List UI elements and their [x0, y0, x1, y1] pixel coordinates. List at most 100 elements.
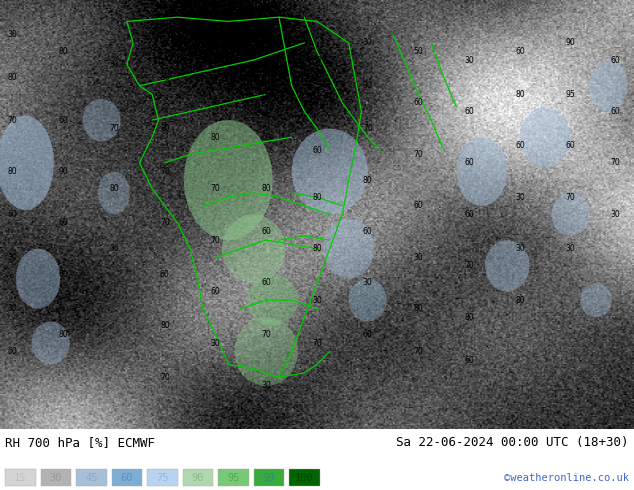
Text: 30: 30 [566, 244, 576, 253]
Text: 80: 80 [413, 304, 424, 313]
Text: 60: 60 [58, 116, 68, 124]
Text: 80: 80 [8, 73, 18, 82]
Text: 30: 30 [363, 38, 373, 48]
Text: 30: 30 [312, 295, 322, 305]
Text: 80: 80 [58, 47, 68, 56]
Text: 70: 70 [160, 373, 170, 382]
Ellipse shape [184, 120, 273, 240]
Text: 30: 30 [515, 244, 525, 253]
Text: 100: 100 [295, 473, 314, 483]
Text: 80: 80 [109, 184, 119, 193]
Ellipse shape [590, 60, 628, 112]
Text: 70: 70 [8, 116, 18, 124]
Text: 90: 90 [58, 167, 68, 176]
Text: 80: 80 [363, 175, 373, 185]
FancyBboxPatch shape [218, 469, 249, 486]
Text: 60: 60 [413, 201, 424, 210]
Text: 30: 30 [610, 210, 620, 219]
Text: 30: 30 [160, 73, 170, 82]
Text: 60: 60 [363, 227, 373, 236]
Text: 80: 80 [261, 184, 271, 193]
Text: 70: 70 [160, 167, 170, 176]
Text: 80: 80 [515, 90, 525, 99]
Text: 95: 95 [566, 90, 576, 99]
Ellipse shape [323, 219, 374, 279]
Text: 80: 80 [8, 167, 18, 176]
Text: 70: 70 [566, 193, 576, 202]
Text: 60: 60 [58, 219, 68, 227]
Text: 80: 80 [210, 133, 221, 142]
Ellipse shape [235, 318, 298, 386]
Text: 80: 80 [312, 244, 322, 253]
Text: 90: 90 [566, 38, 576, 48]
Text: 30: 30 [312, 55, 322, 65]
Text: 30: 30 [413, 253, 424, 262]
Ellipse shape [82, 98, 120, 142]
Text: 60: 60 [8, 347, 18, 356]
FancyBboxPatch shape [41, 469, 71, 486]
Text: 70: 70 [210, 184, 221, 193]
Text: 30: 30 [363, 278, 373, 288]
Text: 60: 60 [515, 141, 525, 150]
Text: 60: 60 [464, 107, 474, 116]
Text: 45: 45 [85, 473, 98, 483]
Text: 60: 60 [610, 55, 620, 65]
Text: 30: 30 [515, 193, 525, 202]
Text: 75: 75 [156, 473, 169, 483]
Text: 80: 80 [312, 193, 322, 202]
Ellipse shape [98, 172, 130, 215]
Text: 80: 80 [464, 313, 474, 322]
Text: 80: 80 [160, 321, 170, 330]
Text: 60: 60 [210, 287, 221, 296]
Text: 30: 30 [261, 47, 271, 56]
Text: 80: 80 [160, 124, 170, 133]
Text: 60: 60 [566, 141, 576, 150]
Text: 60: 60 [58, 270, 68, 279]
Text: 70: 70 [363, 124, 373, 133]
FancyBboxPatch shape [254, 469, 284, 486]
FancyBboxPatch shape [112, 469, 142, 486]
Ellipse shape [580, 283, 612, 318]
Text: 60: 60 [464, 158, 474, 168]
Text: 70: 70 [312, 339, 322, 347]
Text: 90: 90 [191, 473, 204, 483]
Ellipse shape [16, 248, 60, 309]
Ellipse shape [520, 107, 571, 167]
Text: 30: 30 [312, 98, 322, 107]
Text: 95: 95 [227, 473, 240, 483]
Text: 30: 30 [210, 339, 221, 347]
FancyBboxPatch shape [76, 469, 107, 486]
Text: ©weatheronline.co.uk: ©weatheronline.co.uk [504, 473, 629, 483]
Text: 60: 60 [8, 210, 18, 219]
Text: 70: 70 [610, 158, 620, 168]
Text: 60: 60 [610, 107, 620, 116]
Ellipse shape [32, 321, 70, 365]
Text: 60: 60 [464, 210, 474, 219]
Text: 80: 80 [261, 90, 271, 99]
Text: 70: 70 [261, 330, 271, 339]
Text: 70: 70 [413, 150, 424, 159]
Text: 70: 70 [413, 347, 424, 356]
Text: 30: 30 [261, 381, 271, 391]
Text: 30: 30 [464, 55, 474, 65]
Text: 70: 70 [210, 236, 221, 245]
Text: 80: 80 [210, 98, 221, 107]
Text: 30: 30 [8, 30, 18, 39]
Text: 15: 15 [14, 473, 27, 483]
Text: 30: 30 [363, 81, 373, 90]
Ellipse shape [552, 193, 590, 236]
Text: 30: 30 [8, 253, 18, 262]
Ellipse shape [0, 116, 54, 210]
Text: 99: 99 [262, 473, 275, 483]
Text: 60: 60 [515, 47, 525, 56]
Text: 60: 60 [261, 278, 271, 288]
Text: 60: 60 [261, 227, 271, 236]
Text: 50: 50 [413, 47, 424, 56]
FancyBboxPatch shape [5, 469, 36, 486]
Text: 60: 60 [413, 98, 424, 107]
Text: 30: 30 [109, 60, 119, 69]
Text: 30: 30 [49, 473, 62, 483]
Text: 60: 60 [261, 133, 271, 142]
FancyBboxPatch shape [147, 469, 178, 486]
Ellipse shape [456, 137, 507, 206]
